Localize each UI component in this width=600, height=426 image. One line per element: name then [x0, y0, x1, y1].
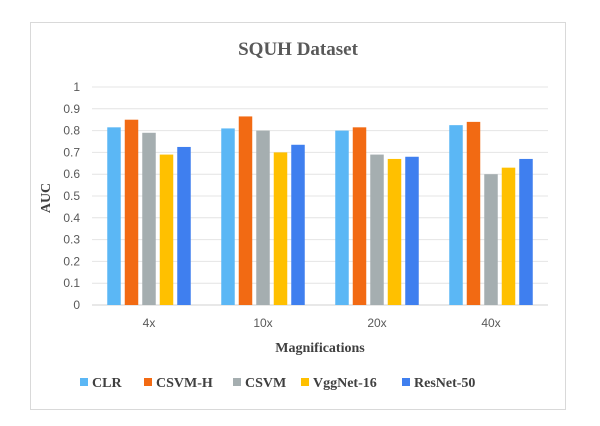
bar-resnet-50-10x	[291, 144, 305, 305]
y-tick-label: 0.5	[63, 189, 80, 203]
y-tick-label: 0	[73, 298, 80, 312]
y-tick-label: 0.2	[63, 254, 80, 268]
y-tick-label: 0.3	[63, 233, 80, 247]
legend-label: ResNet-50	[414, 376, 475, 391]
legend-label: CSVM-H	[156, 376, 213, 391]
y-tick-label: 0.8	[63, 124, 80, 138]
bar-csvm-10x	[256, 130, 270, 305]
legend-label: CLR	[92, 376, 122, 391]
legend-swatch	[80, 378, 88, 386]
x-axis-label: Magnifications	[275, 341, 365, 356]
bar-csvm-h-40x	[466, 121, 481, 305]
bar-vggnet-16-4x	[159, 154, 174, 305]
bar-vggnet-16-20x	[387, 158, 402, 305]
bar-resnet-50-20x	[405, 156, 419, 305]
y-axis-label: AUC	[39, 183, 54, 213]
x-tick-label: 4x	[143, 316, 156, 330]
bar-vggnet-16-40x	[501, 167, 516, 305]
bar-csvm-h-4x	[124, 119, 139, 305]
bar-resnet-50-4x	[177, 146, 191, 305]
chart-frame	[30, 22, 566, 410]
bar-vggnet-16-10x	[273, 152, 288, 305]
bar-resnet-50-40x	[519, 158, 533, 305]
legend-swatch	[144, 378, 152, 386]
bar-csvm-20x	[370, 154, 384, 305]
chart-title: SQUH Dataset	[238, 39, 358, 60]
bar-clr-10x	[221, 128, 235, 305]
legend-swatch	[301, 378, 309, 386]
legend-swatch	[233, 378, 241, 386]
legend-label: CSVM	[245, 376, 286, 391]
x-tick-label: 40x	[481, 316, 500, 330]
y-tick-label: 0.1	[63, 276, 80, 290]
bar-clr-40x	[449, 125, 463, 306]
y-tick-label: 0.9	[63, 102, 80, 116]
bar-csvm-h-10x	[238, 116, 253, 306]
x-tick-label: 20x	[367, 316, 386, 330]
bar-csvm-4x	[142, 132, 156, 305]
y-tick-label: 0.7	[63, 145, 80, 159]
y-tick-label: 1	[73, 80, 80, 94]
y-tick-label: 0.4	[63, 211, 80, 225]
bar-clr-20x	[335, 130, 349, 305]
legend-swatch	[402, 378, 410, 386]
legend-label: VggNet-16	[313, 376, 377, 391]
bar-csvm-h-20x	[352, 127, 367, 305]
y-tick-label: 0.6	[63, 167, 80, 181]
x-tick-label: 10x	[253, 316, 272, 330]
bar-clr-4x	[107, 127, 121, 305]
bar-csvm-40x	[484, 174, 498, 305]
